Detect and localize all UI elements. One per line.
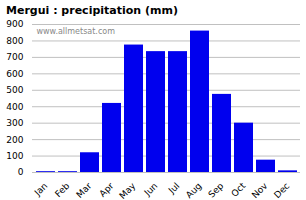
html-text:Mergui : precipitation (mm): Mergui : precipitation (mm) xyxy=(6,4,178,17)
svg-text:Jul: Jul xyxy=(166,181,181,196)
svg-text:Oct: Oct xyxy=(229,180,247,198)
svg-text:400: 400 xyxy=(6,102,23,112)
svg-text:Sep: Sep xyxy=(206,181,225,200)
svg-text:Dec: Dec xyxy=(272,181,291,200)
svg-text:100: 100 xyxy=(6,151,23,161)
svg-text:500: 500 xyxy=(6,85,23,95)
svg-text:0: 0 xyxy=(18,167,24,177)
svg-text:200: 200 xyxy=(6,134,23,144)
svg-text:600: 600 xyxy=(6,69,23,79)
svg-text:700: 700 xyxy=(6,52,23,62)
svg-text:900: 900 xyxy=(6,19,23,29)
svg-text:Mar: Mar xyxy=(74,180,93,199)
svg-text:Aug: Aug xyxy=(184,181,204,200)
svg-text:Jan: Jan xyxy=(32,181,50,199)
svg-text:Apr: Apr xyxy=(97,181,115,199)
svg-text:www.allmetsat.com: www.allmetsat.com xyxy=(37,27,116,36)
svg-text:300: 300 xyxy=(6,118,23,128)
svg-text:Nov: Nov xyxy=(250,180,270,200)
svg-text:800: 800 xyxy=(6,36,23,46)
svg-text:May: May xyxy=(117,180,138,200)
svg-text:Feb: Feb xyxy=(53,181,72,200)
svg-text:Jun: Jun xyxy=(142,181,160,199)
